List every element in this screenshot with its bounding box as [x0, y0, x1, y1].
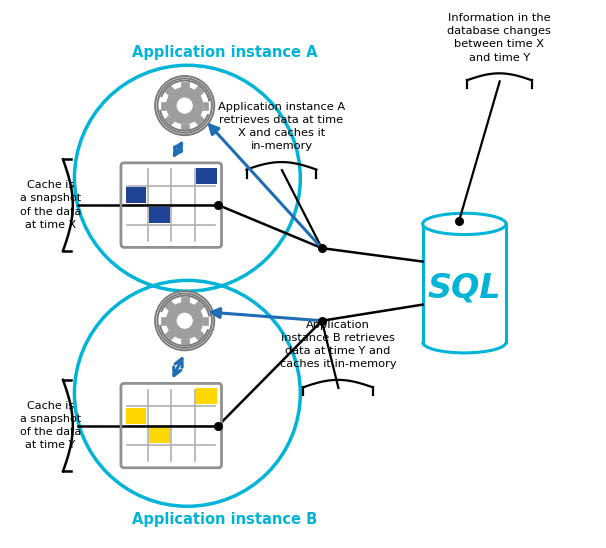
Text: Application instance A
retrieves data at time
X and caches it
in-memory: Application instance A retrieves data at… — [218, 102, 345, 151]
Bar — [149, 207, 170, 223]
Text: Application instance A: Application instance A — [132, 45, 318, 60]
Polygon shape — [195, 116, 204, 125]
Circle shape — [155, 76, 215, 135]
Polygon shape — [181, 297, 188, 302]
Circle shape — [166, 302, 203, 339]
Circle shape — [177, 313, 192, 328]
Polygon shape — [165, 301, 175, 311]
Ellipse shape — [422, 213, 506, 235]
Polygon shape — [161, 101, 166, 110]
Circle shape — [155, 291, 215, 350]
Polygon shape — [203, 317, 208, 325]
Bar — [149, 427, 170, 443]
Polygon shape — [181, 339, 188, 344]
Polygon shape — [181, 82, 188, 87]
Polygon shape — [195, 331, 204, 340]
Polygon shape — [203, 101, 208, 110]
Text: Application instance B: Application instance B — [132, 512, 318, 527]
Bar — [126, 187, 146, 203]
Polygon shape — [161, 317, 166, 325]
Text: Cache is
a snapshot
of the data
at time X: Cache is a snapshot of the data at time … — [19, 180, 81, 230]
Text: SQL: SQL — [427, 272, 501, 305]
Bar — [126, 408, 146, 424]
Polygon shape — [195, 86, 204, 95]
Polygon shape — [165, 331, 175, 340]
Bar — [196, 388, 217, 404]
Bar — [196, 168, 217, 184]
FancyBboxPatch shape — [121, 163, 222, 247]
Circle shape — [177, 98, 192, 113]
Polygon shape — [165, 86, 175, 95]
Polygon shape — [165, 116, 175, 125]
Text: Cache is
a snapshot
of the data
at time Y: Cache is a snapshot of the data at time … — [19, 401, 81, 450]
Text: Information in the
database changes
between time X
and time Y: Information in the database changes betw… — [447, 13, 551, 62]
Polygon shape — [195, 301, 204, 311]
Text: Application
instance B retrieves
data at time Y and
caches it in-memory: Application instance B retrieves data at… — [279, 319, 396, 369]
Circle shape — [166, 87, 203, 124]
FancyBboxPatch shape — [121, 384, 222, 468]
Polygon shape — [181, 124, 188, 129]
